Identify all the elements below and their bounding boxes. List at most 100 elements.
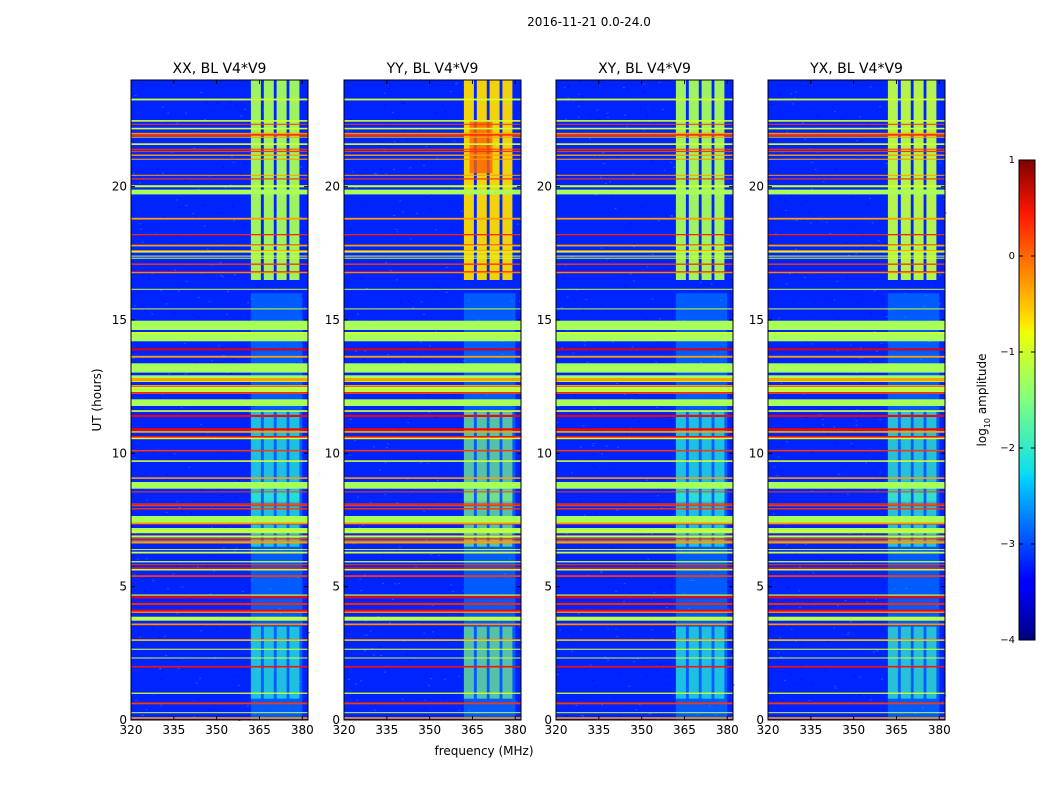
noise-pixel	[582, 425, 585, 427]
noise-pixel	[249, 291, 252, 293]
noise-pixel	[519, 288, 522, 290]
flag-row	[768, 271, 945, 273]
noise-pixel	[430, 194, 433, 196]
noise-pixel	[388, 122, 391, 124]
noise-pixel	[206, 566, 209, 568]
flag-row	[556, 491, 733, 493]
noise-pixel	[233, 550, 236, 552]
noise-pixel	[148, 278, 151, 280]
y-tick-label: 20	[537, 180, 552, 194]
noise-pixel	[479, 315, 482, 317]
signal-column	[926, 80, 937, 280]
noise-pixel	[384, 494, 387, 496]
noise-pixel	[570, 650, 573, 652]
noise-pixel	[227, 290, 229, 292]
flag-row	[131, 271, 308, 273]
signal-column	[463, 80, 474, 280]
noise-pixel	[391, 112, 394, 114]
flag-row	[556, 158, 733, 160]
noise-pixel	[465, 572, 468, 574]
noise-pixel	[189, 598, 192, 600]
noise-pixel	[862, 246, 865, 248]
noise-pixel	[503, 573, 506, 575]
flag-row	[556, 482, 733, 489]
noise-pixel	[199, 625, 202, 627]
noise-pixel	[301, 296, 304, 297]
noise-pixel	[156, 557, 159, 559]
noise-pixel	[177, 290, 180, 292]
noise-pixel	[651, 298, 654, 300]
flag-row	[131, 257, 308, 259]
noise-pixel	[159, 667, 162, 669]
flag-row	[344, 251, 521, 253]
flag-row	[768, 333, 945, 342]
noise-pixel	[199, 677, 202, 679]
noise-pixel	[153, 524, 156, 526]
noise-pixel	[411, 307, 414, 309]
flag-row	[344, 288, 521, 290]
flag-row	[768, 385, 945, 387]
noise-pixel	[577, 93, 580, 95]
noise-pixel	[629, 273, 632, 275]
noise-pixel	[392, 598, 394, 600]
flag-row	[344, 333, 521, 342]
noise-pixel	[185, 205, 188, 206]
noise-pixel	[400, 302, 403, 303]
noise-pixel	[833, 685, 836, 687]
noise-pixel	[366, 634, 369, 636]
flag-row	[344, 449, 521, 452]
flag-row	[131, 132, 308, 134]
noise-pixel	[393, 214, 396, 216]
y-tick-label: 0	[332, 713, 340, 727]
noise-pixel	[710, 574, 713, 576]
noise-pixel	[849, 344, 852, 346]
flag-row	[344, 250, 521, 252]
noise-pixel	[174, 269, 177, 271]
panel-title: YY, BL V4*V9	[386, 61, 479, 77]
noise-pixel	[876, 489, 879, 491]
flag-row	[131, 355, 308, 358]
flag-row	[556, 392, 733, 394]
flag-row	[768, 540, 945, 542]
noise-pixel	[197, 297, 200, 298]
x-tick-label: 335	[375, 723, 398, 737]
noise-pixel	[682, 593, 685, 595]
flag-row	[768, 657, 945, 659]
noise-pixel	[139, 636, 142, 638]
noise-pixel	[162, 216, 165, 218]
flag-row	[768, 564, 945, 566]
signal-column	[701, 80, 712, 280]
flag-row	[344, 611, 521, 613]
noise-pixel	[712, 656, 715, 658]
flag-row	[344, 332, 521, 334]
noise-pixel	[178, 279, 181, 281]
flag-row	[131, 386, 308, 392]
noise-pixel	[614, 208, 617, 210]
flag-row	[556, 616, 733, 621]
noise-pixel	[144, 309, 147, 311]
noise-pixel	[861, 357, 864, 359]
flag-row	[768, 410, 945, 412]
flag-row	[344, 355, 521, 358]
flag-row	[344, 410, 521, 412]
noise-pixel	[157, 695, 160, 696]
flag-row	[131, 385, 308, 387]
noise-pixel	[419, 462, 422, 464]
noise-pixel	[646, 266, 649, 268]
noise-pixel	[354, 350, 357, 352]
noise-pixel	[638, 704, 641, 706]
flag-row	[131, 255, 308, 257]
noise-pixel	[583, 514, 586, 516]
x-tick-label: 335	[587, 723, 610, 737]
noise-pixel	[416, 457, 419, 459]
noise-pixel	[175, 565, 178, 567]
noise-pixel	[820, 273, 823, 275]
noise-pixel	[561, 613, 564, 615]
noise-pixel	[826, 435, 829, 437]
noise-pixel	[435, 331, 438, 333]
noise-pixel	[800, 664, 803, 666]
signal-column	[675, 626, 686, 699]
colorbar-tick-label: −1	[1000, 347, 1015, 358]
noise-pixel	[863, 534, 865, 536]
noise-pixel	[222, 276, 225, 278]
